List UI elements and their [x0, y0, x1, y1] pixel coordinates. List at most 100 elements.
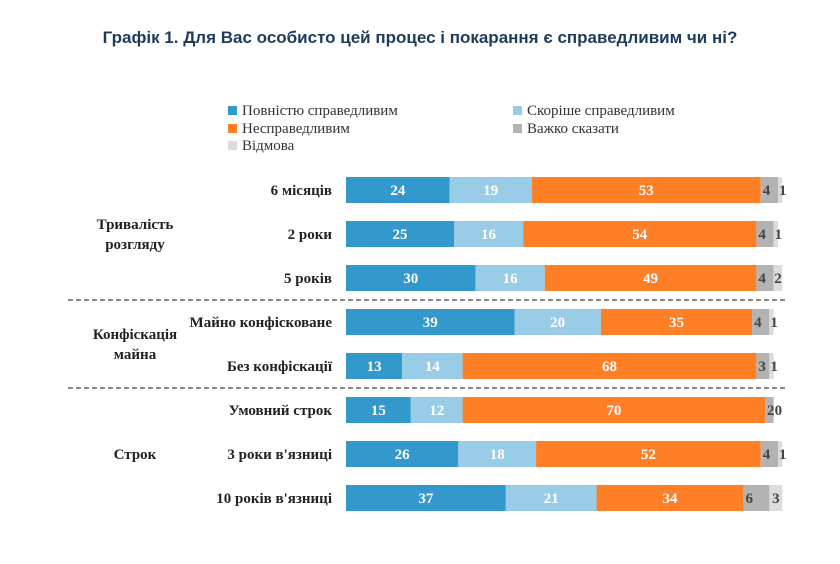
data-label: 1 — [775, 227, 783, 243]
data-label: 4 — [763, 183, 771, 199]
group-label: Тривалість — [97, 217, 174, 233]
bar-segment — [410, 397, 463, 423]
legend-label: Відмова — [242, 138, 295, 154]
data-label: 12 — [429, 403, 444, 419]
data-label: 14 — [425, 359, 441, 375]
bar-segment — [346, 177, 450, 203]
bar-segment — [769, 353, 774, 379]
bar-segment — [765, 397, 774, 423]
bar-segment — [778, 441, 783, 467]
bar-segment — [449, 177, 532, 203]
data-label: 26 — [395, 447, 411, 463]
bar-segment — [769, 485, 783, 511]
data-label: 4 — [758, 227, 766, 243]
data-label: 21 — [544, 491, 559, 507]
bar-segment — [346, 441, 459, 467]
bar-segment — [756, 221, 774, 247]
data-label: 1 — [770, 315, 778, 331]
data-label: 70 — [606, 403, 621, 419]
category-label-5-років: 5 років — [284, 271, 332, 287]
bar-segment — [773, 265, 783, 291]
bar-segment — [773, 221, 778, 247]
data-label: 3 — [772, 491, 780, 507]
bar-segment — [462, 397, 766, 423]
category-label-6-місяців: 6 місяців — [271, 183, 332, 199]
data-label: 19 — [483, 183, 498, 199]
bar-segment — [596, 485, 744, 511]
data-label: 52 — [641, 447, 656, 463]
data-label: 25 — [393, 227, 408, 243]
bar-segment — [346, 485, 506, 511]
bar-segment — [760, 441, 778, 467]
data-label: 37 — [418, 491, 434, 507]
data-label: 4 — [763, 447, 771, 463]
bar-segment — [475, 265, 545, 291]
data-label: 68 — [602, 359, 617, 375]
legend-swatch — [228, 106, 237, 115]
bar-segment — [536, 441, 761, 467]
data-label: 1 — [779, 447, 787, 463]
data-label: 2 — [767, 403, 775, 419]
legend-swatch — [228, 141, 237, 150]
bar-segment — [454, 221, 524, 247]
category-label-майно-конфісковане: Майно конфісковане — [190, 315, 333, 331]
bar-segment — [458, 441, 537, 467]
category-label-без-конфіскації: Без конфіскації — [227, 359, 333, 375]
group-label: Конфіскація — [93, 327, 177, 343]
data-label: 13 — [367, 359, 382, 375]
data-label: 6 — [745, 491, 753, 507]
bar-segment — [531, 177, 761, 203]
category-label-10-років-вязниці: 10 років в'язниці — [216, 491, 332, 507]
data-label: 15 — [371, 403, 386, 419]
legend-label: Повністю справедливим — [242, 103, 398, 119]
bar-segment — [756, 353, 770, 379]
data-label: 4 — [754, 315, 762, 331]
bar-segment — [760, 177, 778, 203]
legend-label: Скоріше справедливим — [527, 103, 675, 119]
data-label: 1 — [779, 183, 787, 199]
group-label: розгляду — [105, 237, 165, 253]
chart-title: Графік 1. Для Вас особисто цей процес і … — [102, 28, 738, 47]
legend-label: Важко сказати — [527, 121, 619, 137]
data-label: 16 — [481, 227, 497, 243]
legend-label: Несправедливим — [242, 121, 350, 137]
data-label: 35 — [669, 315, 684, 331]
bar-segment — [778, 177, 783, 203]
data-label: 16 — [503, 271, 519, 287]
category-label-3-роки-вязниці: 3 роки в'язниці — [227, 447, 332, 463]
bar-segment — [743, 485, 770, 511]
bar-segment — [346, 265, 476, 291]
bar-segment — [752, 309, 770, 335]
legend-swatch — [513, 106, 522, 115]
data-label: 53 — [639, 183, 654, 199]
data-label: 20 — [550, 315, 565, 331]
data-label: 30 — [403, 271, 418, 287]
data-label: 54 — [632, 227, 648, 243]
legend-swatch — [513, 124, 522, 133]
bar-segment — [346, 353, 403, 379]
data-label: 0 — [775, 403, 783, 419]
data-label: 34 — [663, 491, 679, 507]
bar-segment — [600, 309, 753, 335]
bar-segment — [505, 485, 597, 511]
bar-segment — [523, 221, 757, 247]
category-label-2-роки: 2 роки — [288, 227, 333, 243]
data-label: 4 — [758, 271, 766, 287]
bar-segment — [769, 309, 774, 335]
group-label: майна — [114, 347, 157, 363]
data-label: 2 — [774, 271, 782, 287]
data-label: 1 — [770, 359, 778, 375]
bar-segment — [462, 353, 757, 379]
data-label: 24 — [390, 183, 406, 199]
data-label: 18 — [490, 447, 505, 463]
category-label-умовний-строк: Умовний строк — [229, 403, 333, 419]
data-label: 39 — [423, 315, 438, 331]
bar-segment — [346, 397, 411, 423]
bar-segment — [402, 353, 463, 379]
bar-segment — [514, 309, 601, 335]
bar-segment — [756, 265, 774, 291]
bar-segment — [544, 265, 757, 291]
bar-segment — [346, 221, 454, 247]
data-label: 49 — [643, 271, 658, 287]
